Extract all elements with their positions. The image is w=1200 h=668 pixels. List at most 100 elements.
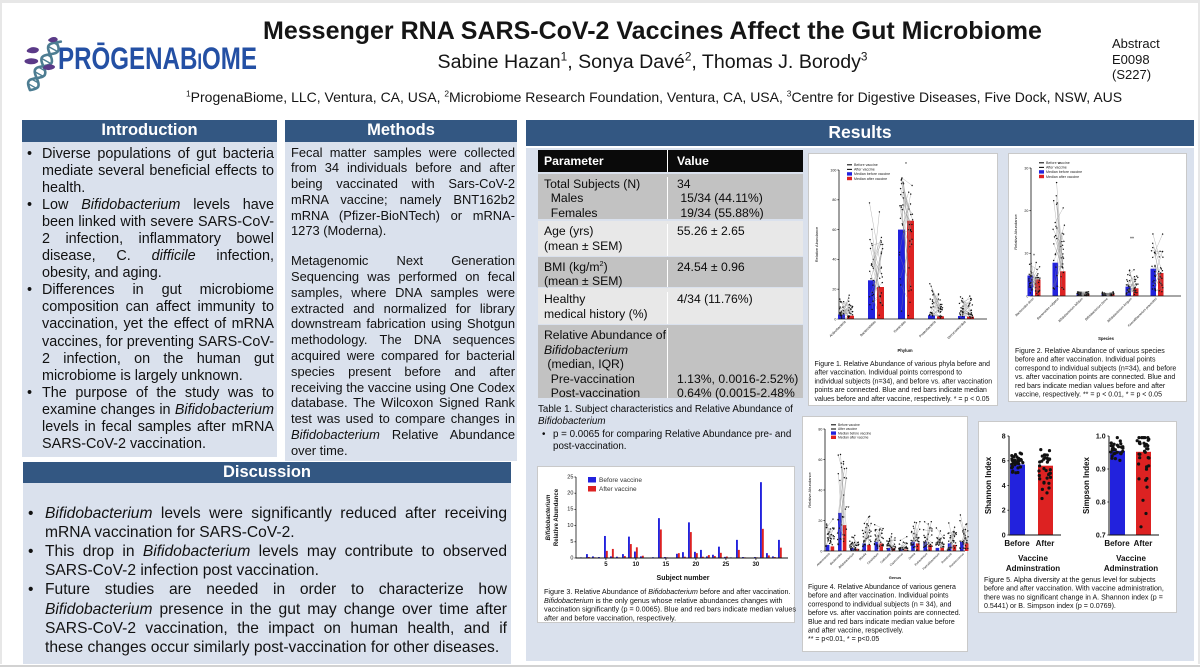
svg-text:Median after vaccine: Median after vaccine	[1046, 175, 1079, 179]
svg-text:Akkermansia: Akkermansia	[815, 552, 831, 568]
svg-text:After: After	[1134, 539, 1153, 548]
svg-text:0.9: 0.9	[1096, 466, 1106, 473]
svg-text:and after vaccine, respectivel: and after vaccine, respectively.	[808, 628, 904, 635]
svg-text:red bars indicate median value: red bars indicate median values before a…	[1015, 383, 1166, 390]
svg-text:Before vaccine: Before vaccine	[854, 163, 878, 167]
svg-text:Figure 1. Relative Abundance: Figure 1. Relative Abundance of various …	[815, 361, 991, 368]
svg-text:Proteobacteria: Proteobacteria	[918, 320, 937, 339]
svg-text:Median after vaccine: Median after vaccine	[854, 177, 887, 181]
svg-text:Bacteroidetes: Bacteroidetes	[859, 320, 877, 338]
svg-text:20: 20	[832, 288, 836, 292]
svg-text:5: 5	[604, 562, 608, 568]
svg-text:individual subjects (n=34), an: individual subjects (n=34), and before v…	[815, 378, 993, 385]
svg-text:before and after vaccination.: before and after vaccination. With vacci…	[984, 585, 1164, 593]
svg-text:10: 10	[633, 562, 640, 568]
svg-text:10: 10	[1024, 252, 1028, 256]
svg-text:Median before vaccine: Median before vaccine	[854, 172, 890, 176]
svg-text:Clostridium: Clostridium	[866, 552, 880, 566]
svg-text:Vaccine: Vaccine	[1116, 554, 1146, 563]
svg-text:Verrucomicrobia: Verrucomicrobia	[947, 320, 967, 340]
svg-text:before and after vaccination.: before and after vaccination. Individual…	[1015, 357, 1156, 364]
svg-text:Species: Species	[1098, 336, 1115, 341]
svg-text:**: **	[1130, 237, 1134, 243]
svg-text:points are connected. Blue an: points are connected. Blue and red bars …	[815, 387, 988, 394]
svg-text:6: 6	[1002, 458, 1006, 465]
svg-text:vaccine, respectively. ** = p: vaccine, respectively. ** = p < 0.01, * …	[1015, 392, 1162, 399]
svg-text:Before: Before	[1104, 539, 1130, 548]
svg-text:Before vaccine: Before vaccine	[1046, 161, 1070, 165]
svg-text:Subject number: Subject number	[657, 575, 710, 582]
svg-text:1.0: 1.0	[1096, 433, 1106, 440]
svg-text:Firmicutes: Firmicutes	[893, 320, 907, 334]
svg-text:After vaccine: After vaccine	[1046, 166, 1067, 170]
svg-text:Coprococcus: Coprococcus	[889, 552, 905, 568]
svg-text:0: 0	[1002, 532, 1006, 539]
svg-text:Actinobacteria: Actinobacteria	[829, 320, 847, 338]
svg-text:40: 40	[818, 488, 822, 492]
svg-text:0: 0	[1026, 294, 1028, 298]
svg-text:Bacteroides dorei: Bacteroides dorei	[1014, 297, 1035, 318]
svg-text:After: After	[1036, 539, 1055, 548]
svg-text:After vaccine: After vaccine	[838, 427, 857, 431]
svg-text:Figure 2. Relative Abundance: Figure 2. Relative Abundance of various …	[1015, 348, 1165, 355]
svg-text:correspond to individual subje: correspond to individual subjects (n=34)…	[1015, 365, 1176, 372]
svg-text:Figure 3. Relative Abundance: Figure 3. Relative Abundance of Bifidoba…	[544, 587, 791, 596]
svg-text:Bifidobacterium is the only ge: Bifidobacterium is the only genus whose …	[544, 596, 783, 605]
svg-text:PRŌGENABIOME: PRŌGENABIOME	[58, 40, 257, 76]
svg-text:there was no significant chang: there was no significant change in A. Sh…	[984, 593, 1163, 601]
svg-text:After vaccine: After vaccine	[854, 168, 875, 172]
svg-text:Before vaccine: Before vaccine	[599, 477, 642, 484]
svg-text:Bifidobacterium: Bifidobacterium	[546, 494, 552, 540]
svg-text:0.5441) or B. Simpson index (p: 0.5441) or B. Simpson index (p = 0.0769)…	[984, 602, 1116, 610]
svg-text:60: 60	[818, 458, 822, 462]
svg-text:15: 15	[663, 562, 670, 568]
svg-text:Dorea: Dorea	[908, 552, 917, 561]
svg-text:30: 30	[753, 562, 760, 568]
svg-text:Vaccine: Vaccine	[1018, 554, 1048, 563]
svg-text:20: 20	[567, 491, 573, 497]
svg-text:Shannon Index: Shannon Index	[984, 456, 993, 514]
svg-text:20: 20	[693, 562, 700, 568]
svg-text:*: *	[1033, 254, 1035, 260]
svg-text:5: 5	[570, 539, 573, 545]
svg-text:*: *	[1058, 162, 1060, 168]
svg-text:8: 8	[1002, 433, 1006, 440]
svg-text:30: 30	[1024, 166, 1028, 170]
svg-text:Figure 5. Alpha diversity at: Figure 5. Alpha diversity at the genus l…	[984, 576, 1156, 584]
svg-text:2: 2	[1002, 508, 1006, 515]
svg-text:Before vaccine: Before vaccine	[838, 423, 860, 427]
svg-text:after vaccination. Individual: after vaccination. Individual points cor…	[815, 370, 963, 377]
svg-text:vs. after vaccination points a: vs. after vaccination points are connect…	[1015, 374, 1175, 381]
svg-text:0.7: 0.7	[1096, 532, 1106, 539]
svg-text:before and after vaccination.: before and after vaccination. Individual…	[808, 593, 949, 600]
svg-text:Adminstration: Adminstration	[1104, 564, 1158, 573]
svg-text:vaccination significantly (p =: vaccination significantly (p = 0.0065). …	[544, 605, 796, 614]
svg-text:Phylum: Phylum	[897, 348, 912, 353]
svg-text:Relative Abundance: Relative Abundance	[1013, 213, 1018, 249]
svg-text:Genus: Genus	[889, 575, 902, 580]
svg-text:100: 100	[830, 168, 836, 172]
svg-text:0.8: 0.8	[1096, 499, 1106, 506]
svg-text:values before and after vaccin: values before and after vaccine, respect…	[815, 396, 990, 403]
svg-text:Bifidobacterium bifidum: Bifidobacterium bifidum	[1057, 297, 1083, 323]
svg-text:Blautia: Blautia	[858, 552, 868, 562]
svg-text:*: *	[905, 162, 907, 168]
svg-text:After vaccine: After vaccine	[599, 486, 637, 493]
svg-text:Faecalibacterium prausnitzii: Faecalibacterium prausnitzii	[1127, 297, 1158, 328]
svg-text:Simpson Index: Simpson Index	[1082, 457, 1091, 514]
svg-text:20: 20	[1024, 209, 1028, 213]
svg-text:0: 0	[820, 549, 822, 553]
svg-text:Bifidobacterium breve: Bifidobacterium breve	[1084, 297, 1109, 322]
svg-text:80: 80	[832, 198, 836, 202]
svg-text:after and before vaccination,: after and before vaccination, respective…	[544, 613, 676, 622]
svg-text:Bifidobacterium longum: Bifidobacterium longum	[1106, 297, 1133, 324]
svg-text:0: 0	[834, 317, 836, 321]
svg-text:15: 15	[567, 507, 573, 513]
svg-text:Relative Abundance: Relative Abundance	[807, 471, 812, 507]
svg-text:4: 4	[1002, 483, 1006, 490]
svg-text:correspond to individual subje: correspond to individual subjects (n = 3…	[808, 601, 951, 608]
svg-text:25: 25	[723, 562, 730, 568]
svg-text:60: 60	[832, 228, 836, 232]
svg-text:10: 10	[567, 523, 573, 529]
svg-text:Before: Before	[1004, 539, 1030, 548]
